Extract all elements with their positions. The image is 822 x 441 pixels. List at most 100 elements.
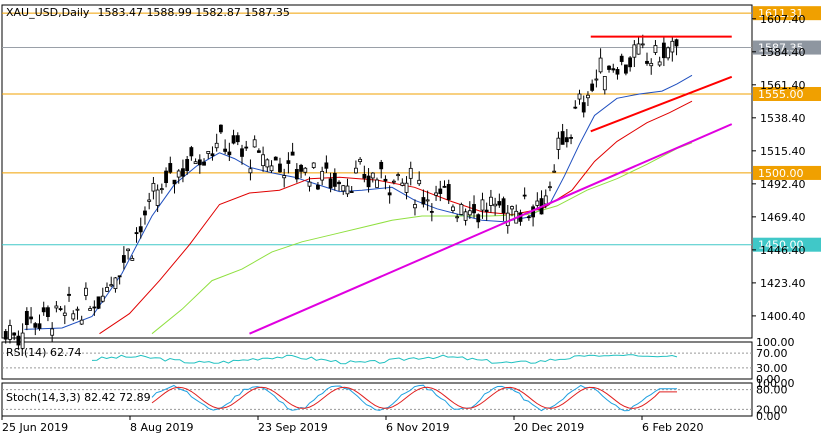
candle-body-93 (396, 174, 400, 177)
candle-body-11 (50, 328, 55, 336)
candle-body-143 (607, 65, 611, 70)
candle-body-86 (366, 175, 371, 188)
candle-body-68 (290, 151, 295, 156)
candle-body-78 (332, 172, 337, 187)
y-tick-label-6: 1469.40 (760, 211, 806, 224)
candle-body-137 (581, 102, 586, 113)
y-tick-label-7: 1446.40 (760, 244, 806, 257)
candle-body-133 (564, 137, 569, 143)
candle-body-90 (383, 178, 388, 182)
candle-body-59 (252, 139, 257, 148)
candle-body-151 (640, 43, 645, 46)
candle-body-6 (29, 316, 33, 320)
x-tick-label-0: 25 Jun 2019 (2, 421, 68, 434)
candle-body-135 (573, 106, 578, 109)
candle-body-134 (569, 137, 573, 139)
candle-body-97 (413, 204, 417, 209)
candle-body-128 (543, 195, 548, 205)
candle-body-4 (20, 332, 25, 349)
candle-body-51 (219, 124, 223, 133)
candle-body-53 (227, 151, 232, 156)
candle-body-109 (463, 211, 468, 221)
candle-body-116 (493, 203, 498, 207)
candle-body-87 (370, 172, 375, 179)
candle-body-0 (3, 331, 8, 340)
y-tick-label-4: 1515.40 (760, 145, 806, 158)
candle-body-102 (434, 192, 438, 196)
candle-body-150 (636, 43, 641, 55)
candle-body-9 (41, 307, 46, 313)
candle-body-33 (143, 210, 147, 216)
candle-body-107 (455, 216, 460, 219)
last-price-label: 1587.35 (758, 42, 804, 55)
candle-body-3 (16, 335, 21, 346)
candle-body-74 (316, 184, 320, 190)
main-pane-frame (1, 4, 753, 339)
y-tick-label-0: 1607.40 (760, 13, 806, 26)
x-tick-label-1: 8 Aug 2019 (130, 421, 193, 434)
rsi-pane-frame (1, 341, 753, 380)
level-label-2: 1500.00 (758, 167, 804, 180)
candle-body-71 (303, 167, 308, 173)
candle-body-18 (79, 319, 84, 325)
candle-body-147 (624, 64, 628, 74)
rsi-axis-label-0: 100.00 (756, 336, 795, 349)
candle-body-141 (598, 57, 603, 73)
candle-body-16 (71, 313, 76, 320)
candle-body-103 (438, 188, 443, 194)
last-price-tag (753, 40, 821, 55)
x-tick-label-3: 6 Nov 2019 (386, 421, 449, 434)
candle-body-56 (240, 148, 244, 157)
candle-body-82 (349, 191, 354, 193)
candle-body-57 (244, 146, 249, 149)
rsi-axis-label-3: 0.00 (756, 373, 781, 386)
stoch-label: Stoch(14,3,3) 82.42 72.89 (6, 391, 151, 404)
candle-body-114 (484, 209, 489, 212)
candle-body-112 (476, 214, 481, 223)
trendline-1 (590, 75, 733, 133)
candle-body-17 (75, 308, 80, 311)
candle-body-136 (577, 93, 582, 100)
candle-body-76 (324, 162, 329, 169)
candle-body-31 (134, 232, 139, 235)
rsi-axis-label-1: 70.00 (756, 347, 788, 360)
candle-body-22 (96, 296, 101, 309)
y-tick-label-3: 1538.40 (760, 112, 806, 125)
candle-body-158 (670, 40, 675, 53)
candle-body-28 (121, 255, 126, 263)
candle-body-7 (33, 323, 38, 328)
candle-body-77 (328, 178, 333, 189)
candle-body-84 (358, 158, 363, 163)
candle-body-111 (472, 204, 476, 214)
candle-body-41 (176, 170, 181, 178)
level-label-0: 1611.31 (758, 7, 804, 20)
candle-body-62 (265, 159, 270, 168)
x-tick-label-2: 23 Sep 2019 (258, 421, 328, 434)
candle-body-138 (586, 94, 590, 99)
candle-body-140 (594, 78, 599, 81)
candle-body-105 (446, 184, 451, 200)
level-tag-1 (753, 86, 821, 101)
candle-body-132 (560, 131, 565, 145)
candle-body-159 (674, 39, 679, 47)
candle-body-1 (8, 325, 12, 340)
candle-body-60 (256, 150, 261, 153)
candle-body-39 (168, 163, 173, 173)
candle-body-124 (526, 216, 531, 219)
candle-body-2 (12, 332, 17, 336)
candle-body-100 (425, 199, 430, 202)
x-tick-label-5: 6 Feb 2020 (642, 421, 703, 434)
candle-body-52 (223, 148, 228, 152)
candle-body-32 (138, 226, 143, 233)
candle-body-29 (126, 248, 130, 252)
level-label-3: 1450.00 (758, 239, 804, 252)
candle-body-43 (185, 159, 190, 172)
candle-body-61 (261, 154, 265, 167)
candle-body-46 (197, 159, 202, 166)
candle-body-98 (417, 179, 422, 185)
candle-body-88 (375, 179, 379, 188)
candle-body-144 (611, 68, 616, 71)
symbol-label: XAU_USD,Daily 1583.47 1588.99 1582.87 158… (6, 6, 290, 19)
candle-body-27 (117, 275, 122, 278)
